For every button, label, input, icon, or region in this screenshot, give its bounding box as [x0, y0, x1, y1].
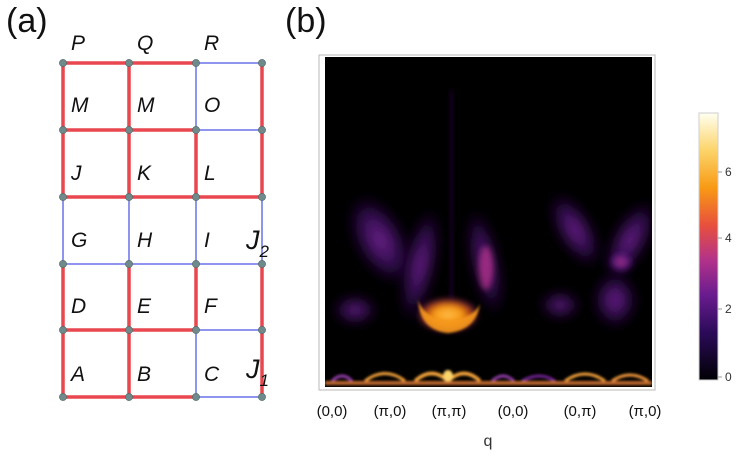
lattice-site	[125, 260, 133, 268]
site-label: Q	[137, 32, 153, 55]
x-tick-label: (0,π)	[564, 403, 597, 420]
site-label: B	[137, 363, 151, 386]
site-label: R	[204, 32, 219, 55]
lattice-site	[59, 59, 67, 67]
colorbar-gradient	[698, 112, 719, 381]
lattice-site	[258, 393, 266, 401]
lattice-site	[192, 59, 200, 67]
lattice-bonds	[61, 61, 264, 399]
low-energy-branch	[325, 370, 652, 385]
lobe-left-upper	[347, 194, 413, 286]
lobe-left-lower	[333, 296, 377, 324]
lattice-site	[258, 260, 266, 268]
colorbar-tick-label: 0	[725, 370, 732, 384]
x-tick-label: (0,0)	[317, 403, 348, 420]
lattice-site	[125, 326, 133, 334]
bright-arc	[418, 300, 480, 333]
magenta-spot	[607, 250, 635, 274]
colorbar-ticks: 6 4 2 0	[718, 165, 732, 384]
lattice-site	[192, 260, 200, 268]
colorbar-tick-label: 2	[725, 302, 732, 316]
lattice-site	[59, 326, 67, 334]
lobe-right-upper-a	[548, 192, 602, 268]
lattice-site	[125, 193, 133, 201]
right-arm-highlight	[479, 246, 493, 290]
lobe-mid-lower	[540, 292, 580, 318]
lattice-site	[258, 126, 266, 134]
lobe-left-arm	[399, 206, 441, 324]
lattice-site-labels: P Q R M M O J K L G H I D E F A B C	[69, 32, 220, 386]
site-label: E	[137, 295, 152, 318]
spectral-intensity-map	[325, 90, 652, 385]
x-tick-labels: (0,0) (π,0) (π,π) (0,0) (0,π) (π,0)	[317, 403, 662, 420]
site-label: M	[71, 94, 89, 117]
lattice-diagram: P Q R M M O J K L G H I D E F A B C J2 J1	[59, 32, 270, 401]
site-label: L	[204, 162, 216, 185]
spectrum-plot: (0,0) (π,0) (π,π) (0,0) (0,π) (π,0) q	[317, 54, 662, 450]
site-label: O	[204, 94, 220, 117]
lattice-site	[125, 59, 133, 67]
lattice-sites	[59, 59, 266, 401]
j2-label: J2	[245, 225, 270, 261]
site-label: K	[137, 162, 152, 185]
lattice-site	[125, 126, 133, 134]
site-label: H	[137, 229, 153, 252]
lattice-site	[258, 59, 266, 67]
x-axis-title: q	[484, 433, 493, 450]
site-label: A	[69, 363, 85, 386]
site-label: F	[204, 295, 218, 318]
colorbar: 6 4 2 0	[698, 112, 732, 384]
site-label: G	[71, 229, 87, 252]
lobe-right-lower	[593, 272, 637, 328]
x-tick-label: (π,0)	[374, 403, 407, 420]
x-tick-label: (0,0)	[498, 403, 529, 420]
lattice-site	[192, 126, 200, 134]
colorbar-tick-label: 6	[725, 165, 732, 179]
panel-label-b: (b)	[285, 2, 327, 40]
lattice-site	[59, 393, 67, 401]
x-tick-label: (π,π)	[432, 403, 467, 420]
lattice-site	[192, 326, 200, 334]
x-tick-label: (π,0)	[629, 403, 662, 420]
lattice-site	[258, 326, 266, 334]
site-label: C	[204, 363, 220, 386]
site-label: D	[71, 295, 86, 318]
j1-label: J1	[245, 354, 269, 390]
site-label: M	[137, 94, 155, 117]
site-label: I	[204, 229, 210, 252]
lattice-site	[125, 393, 133, 401]
center-streak	[450, 90, 453, 300]
lattice-site	[192, 193, 200, 201]
lattice-site	[258, 193, 266, 201]
colorbar-tick-label: 4	[725, 231, 732, 245]
lattice-site	[59, 193, 67, 201]
site-label: J	[70, 162, 82, 185]
lattice-site	[192, 393, 200, 401]
panel-label-a: (a)	[6, 2, 48, 40]
lattice-site	[59, 260, 67, 268]
lattice-site	[59, 126, 67, 134]
site-label: P	[71, 32, 85, 55]
